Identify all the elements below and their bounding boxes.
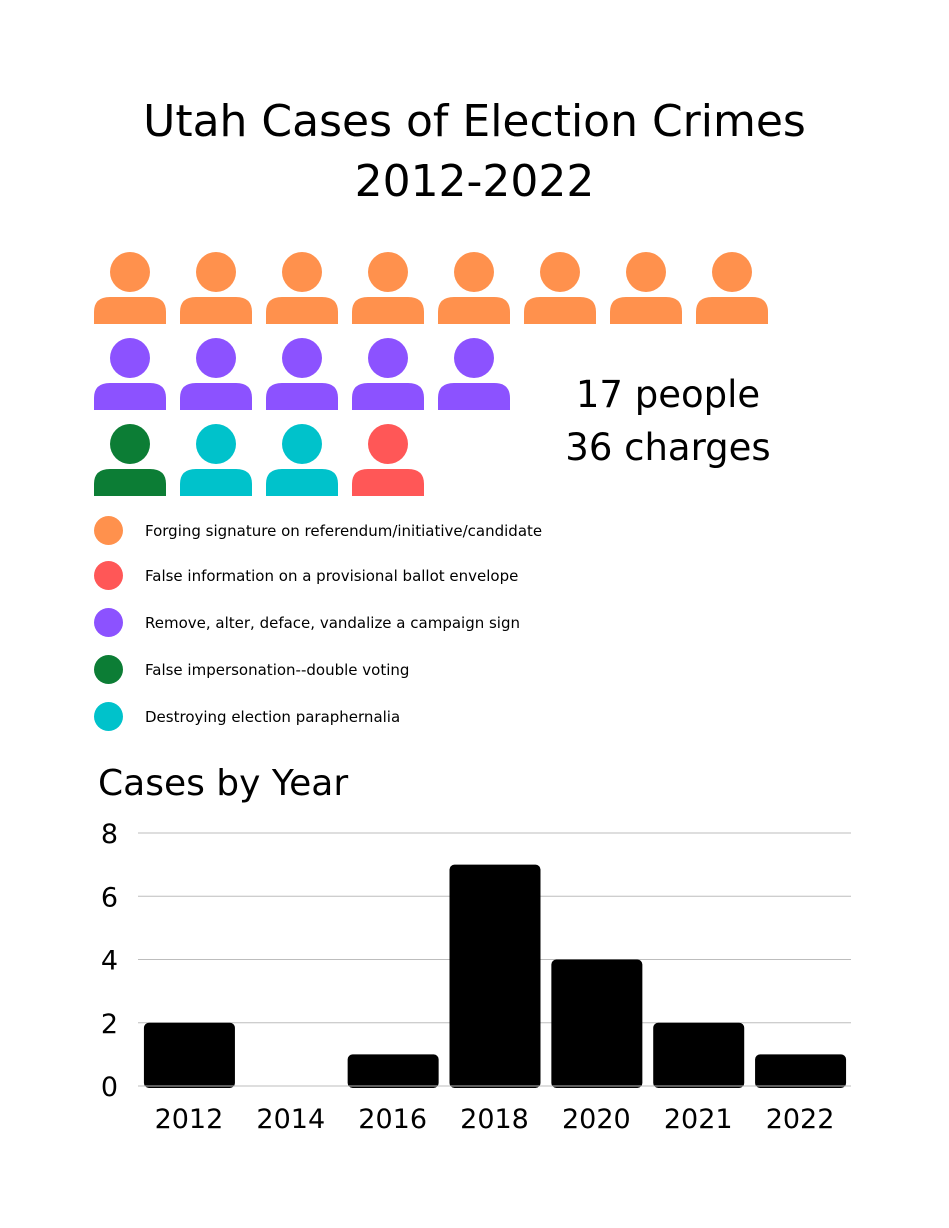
person-icon: [352, 250, 424, 324]
legend-label: Remove, alter, deface, vandalize a campa…: [145, 614, 521, 632]
bar: [347, 1054, 439, 1088]
x-tick-label: 2021: [664, 1104, 733, 1135]
y-tick-label: 4: [101, 946, 118, 977]
legend-swatch: [94, 608, 123, 637]
legend-swatch: [94, 561, 123, 590]
person-icon: [180, 250, 252, 324]
person-icon: [352, 422, 424, 496]
person-icon: [266, 422, 338, 496]
bar: [143, 1022, 235, 1088]
person-icon: [610, 250, 682, 324]
person-icon: [266, 336, 338, 410]
x-tick-label: 2016: [358, 1104, 427, 1135]
y-tick-label: 8: [101, 819, 118, 850]
title-line-2: 2012-2022: [354, 156, 595, 207]
legend-item: Remove, alter, deface, vandalize a campa…: [94, 607, 694, 637]
legend-swatch: [94, 702, 123, 731]
y-tick-label: 2: [101, 1009, 118, 1040]
person-icon: [180, 336, 252, 410]
legend-label: False impersonation--double voting: [145, 661, 410, 679]
x-tick-label: 2020: [562, 1104, 631, 1135]
person-icon: [438, 336, 510, 410]
person-icon: [94, 422, 166, 496]
person-icon: [524, 250, 596, 324]
people-count: 17 people: [575, 373, 761, 416]
legend-item: Forging signature on referendum/initiati…: [94, 515, 694, 545]
x-tick-label: 2012: [155, 1104, 224, 1135]
bar: [755, 1054, 847, 1088]
person-icon: [438, 250, 510, 324]
person-icon: [696, 250, 768, 324]
legend-swatch: [94, 655, 123, 684]
legend-item: False information on a provisional ballo…: [94, 560, 694, 590]
y-tick-label: 6: [101, 882, 118, 913]
bar: [653, 1022, 745, 1088]
x-tick-label: 2022: [766, 1104, 835, 1135]
person-icon: [352, 336, 424, 410]
legend-label: Destroying election paraphernalia: [145, 708, 401, 726]
y-tick-label: 0: [101, 1072, 118, 1103]
legend-label: Forging signature on referendum/initiati…: [145, 522, 543, 540]
x-tick-label: 2014: [256, 1104, 325, 1135]
person-icon: [180, 422, 252, 496]
bar: [449, 864, 541, 1088]
person-icon: [94, 250, 166, 324]
bar: [551, 959, 643, 1088]
legend-label: False information on a provisional ballo…: [145, 567, 519, 585]
totals-summary: 17 people 36 charges: [548, 368, 788, 474]
legend-swatch: [94, 516, 123, 545]
person-icon: [266, 250, 338, 324]
title-line-1: Utah Cases of Election Crimes: [143, 96, 806, 147]
page-title: Utah Cases of Election Crimes 2012-2022: [0, 92, 949, 212]
charges-count: 36 charges: [565, 426, 771, 469]
legend-item: Destroying election paraphernalia: [94, 701, 694, 731]
legend-item: False impersonation--double voting: [94, 654, 694, 684]
x-tick-label: 2018: [460, 1104, 529, 1135]
person-icon: [94, 336, 166, 410]
chart-title: Cases by Year: [98, 763, 349, 804]
